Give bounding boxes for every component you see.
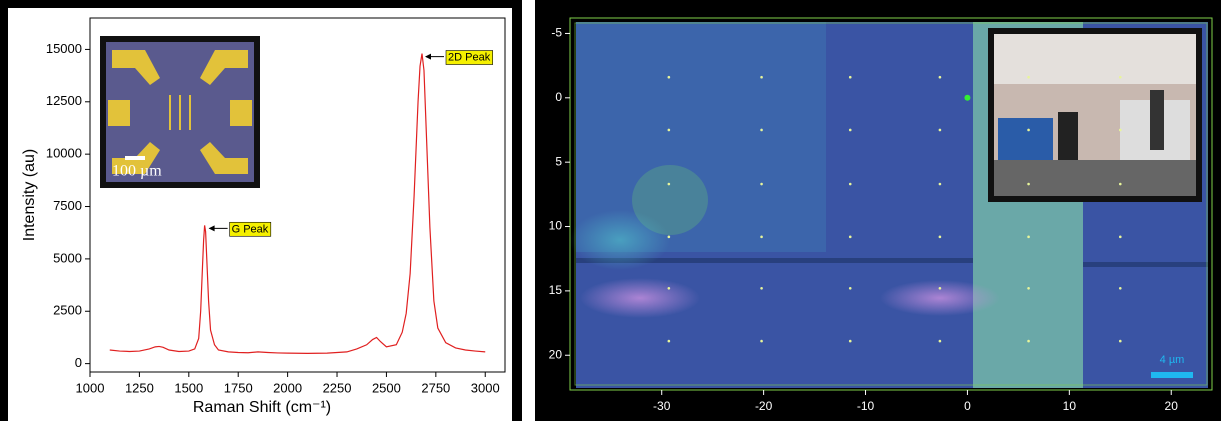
- y-tick-label: 0: [75, 355, 82, 370]
- grid-point: [1118, 182, 1122, 186]
- micrograph-edge: [1083, 262, 1208, 267]
- annotation-arrowhead: [208, 225, 215, 232]
- grid-point: [848, 75, 852, 79]
- x-tick-label: 2000: [273, 380, 302, 395]
- grid-point: [760, 75, 763, 79]
- y-tick-label: -5: [551, 26, 562, 40]
- grid-point: [760, 182, 763, 186]
- x-tick-label: -10: [857, 399, 875, 413]
- annotation-label: G Peak: [232, 223, 269, 235]
- y-tick-label: 15: [549, 283, 563, 297]
- inset-photo: [988, 28, 1202, 202]
- x-axis-label: Raman Shift (cm⁻¹): [193, 399, 331, 416]
- x-tick-label: 20: [1165, 399, 1179, 413]
- spectrum-line: [109, 53, 486, 354]
- x-tick-label: -20: [755, 399, 773, 413]
- x-tick-label: 1000: [76, 380, 105, 395]
- plot-frame: [574, 22, 1208, 386]
- grid-point: [1118, 339, 1122, 343]
- x-tick-label: 1500: [174, 380, 203, 395]
- x-tick-label: 2750: [421, 380, 450, 395]
- x-tick-label: 10: [1063, 399, 1077, 413]
- grid-point: [1027, 128, 1030, 132]
- y-tick-label: 5: [555, 154, 562, 168]
- scale-bar-label: 4 µm: [1160, 354, 1185, 366]
- grid-point: [1027, 235, 1030, 239]
- grid-point: [848, 128, 852, 132]
- y-tick-label: 20: [549, 347, 563, 361]
- x-tick-label: 1250: [125, 380, 154, 395]
- grid-point: [938, 128, 942, 132]
- glow: [580, 278, 700, 318]
- y-tick-label: 10000: [46, 146, 82, 161]
- x-tick-label: -30: [653, 399, 671, 413]
- grid-point: [667, 287, 671, 290]
- annotation-box: [445, 50, 493, 65]
- grid-point: [760, 339, 763, 343]
- annotation-arrowhead: [425, 53, 431, 60]
- grid-point: [1027, 182, 1030, 186]
- glow: [570, 210, 670, 270]
- grid-point: [1027, 287, 1030, 290]
- grid-point: [760, 235, 763, 239]
- current-point: [964, 94, 971, 101]
- grid-point: [760, 128, 763, 132]
- grid-point: [938, 75, 942, 79]
- x-tick-label: 2250: [323, 380, 352, 395]
- x-tick-label: 2500: [372, 380, 401, 395]
- plot-frame: [569, 17, 1213, 391]
- annotation-box: [229, 221, 272, 237]
- grid-point: [760, 287, 763, 290]
- y-tick-label: 2500: [53, 303, 82, 318]
- annotation-label: 2D Peak: [448, 52, 491, 64]
- grid-point: [667, 235, 671, 239]
- y-axis-label: Intensity (au): [21, 149, 38, 241]
- grid-point: [1118, 235, 1122, 239]
- grid-point: [1027, 339, 1030, 343]
- glow: [880, 280, 1000, 316]
- y-tick-label: 12500: [46, 93, 82, 108]
- micrograph-edge: [576, 258, 973, 263]
- grid-point: [667, 339, 671, 343]
- x-tick-label: 1750: [224, 380, 253, 395]
- grid-point: [848, 182, 852, 186]
- y-tick-label: 5000: [53, 250, 82, 265]
- grid-point: [848, 287, 852, 290]
- plot-frame: [89, 17, 506, 373]
- y-tick-label: 0: [555, 90, 562, 104]
- grid-point: [1118, 287, 1122, 290]
- y-tick-label: 10: [549, 219, 563, 233]
- grid-point: [1027, 75, 1030, 79]
- inset-label: 100 µm: [112, 163, 162, 180]
- grid-point: [938, 287, 942, 290]
- x-tick-label: 3000: [471, 380, 500, 395]
- grid-point: [667, 182, 671, 186]
- grid-point: [938, 182, 942, 186]
- grid-point: [848, 339, 852, 343]
- grid-point: [1118, 128, 1122, 132]
- grid-point: [848, 235, 852, 239]
- grid-point: [1118, 75, 1122, 79]
- x-tick-label: 0: [964, 399, 971, 413]
- grid-point: [667, 75, 671, 79]
- grid-point: [667, 128, 671, 132]
- inset-photo: 100 µm: [100, 36, 260, 188]
- y-tick-label: 7500: [53, 198, 82, 213]
- grid-point: [938, 339, 942, 343]
- y-tick-label: 15000: [46, 41, 82, 56]
- scale-bar: [1151, 372, 1193, 378]
- grid-point: [938, 235, 942, 239]
